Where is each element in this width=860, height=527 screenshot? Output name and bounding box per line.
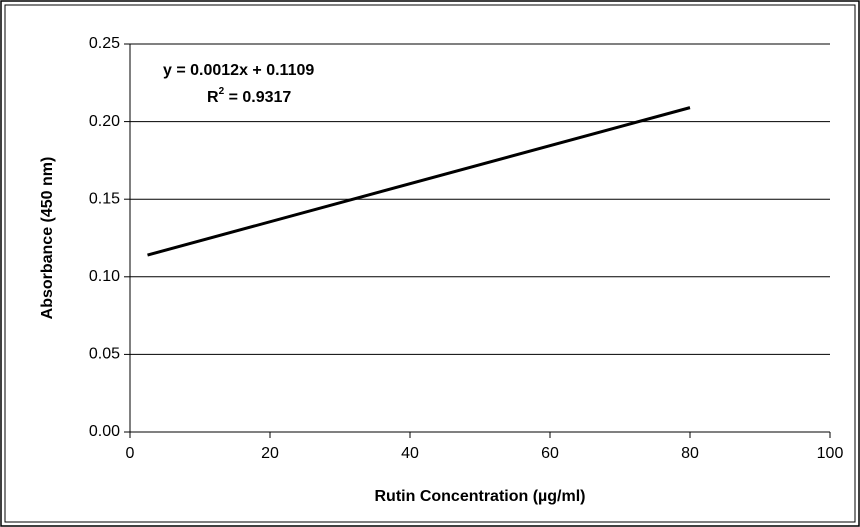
x-tick-label: 20 (261, 445, 279, 462)
inner-frame (4, 4, 856, 523)
y-axis-title: Absorbance (450 nm) (39, 157, 56, 320)
r2-rest: = 0.9317 (224, 89, 291, 106)
r2-base: R (207, 89, 219, 106)
y-tick-label: 0.05 (89, 346, 120, 363)
x-tick-label: 80 (681, 445, 699, 462)
y-tick-label: 0.25 (89, 35, 120, 52)
r-squared: R2 = 0.9317 (207, 86, 291, 107)
r2-sup: 2 (219, 86, 225, 97)
x-axis-title: Rutin Concentration (µg/ml) (375, 488, 586, 505)
y-tick-label: 0.10 (89, 268, 120, 285)
equation: y = 0.0012x + 0.1109 (163, 62, 314, 79)
x-tick-label: 40 (401, 445, 419, 462)
x-tick-label: 60 (541, 445, 559, 462)
x-tick-label: 0 (126, 445, 135, 462)
y-tick-label: 0.20 (89, 113, 120, 130)
y-tick-label: 0.00 (89, 423, 120, 440)
trend-line (147, 106, 691, 257)
x-tick-label: 100 (817, 445, 844, 462)
y-tick-label: 0.15 (89, 190, 120, 207)
